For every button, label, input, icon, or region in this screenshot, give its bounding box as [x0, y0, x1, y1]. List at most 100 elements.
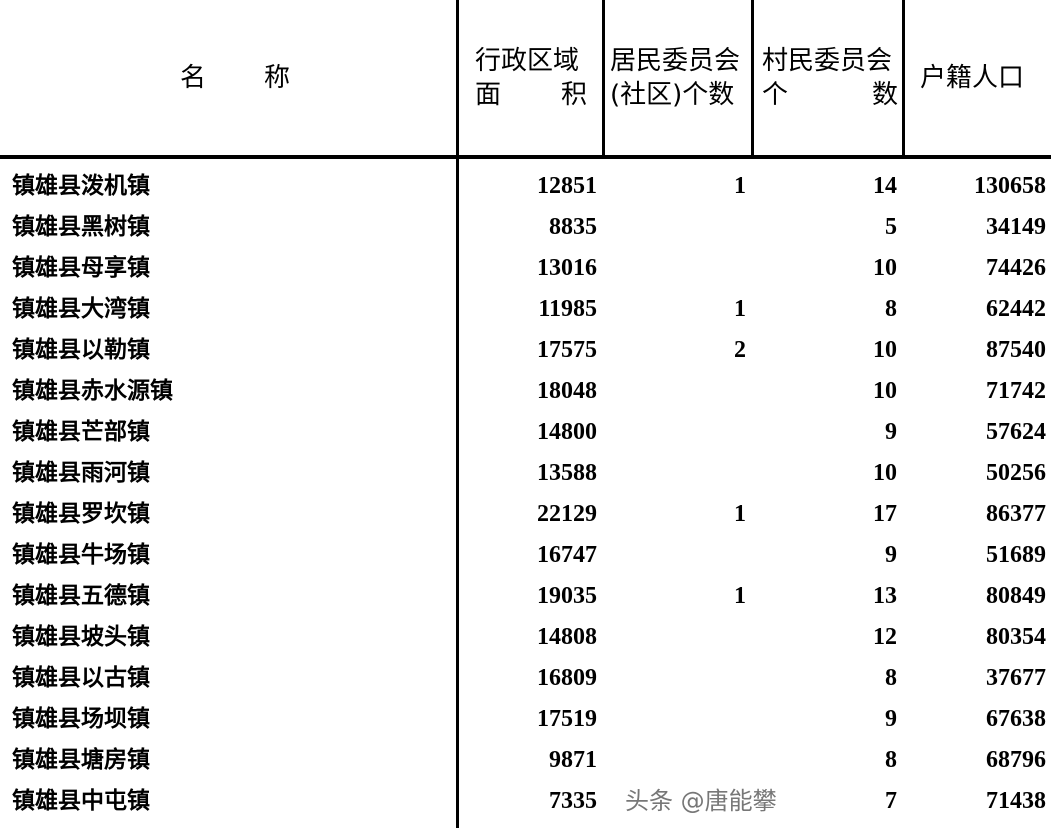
villages-cell: 17: [873, 501, 897, 527]
population-cell: 34149: [986, 214, 1046, 240]
area-cell: 13588: [537, 460, 597, 486]
table-row: 镇雄县赤水源镇 18048 10 71742: [0, 371, 1051, 412]
area-cell: 16809: [537, 665, 597, 691]
name: 镇雄县大湾镇: [12, 296, 150, 322]
header-residents: 居民委员会 (社区)个数: [610, 0, 750, 155]
divider: [751, 0, 754, 157]
table-row: 镇雄县罗坎镇 22129 1 17 86377: [0, 494, 1051, 535]
table-row: 镇雄县五德镇 19035 1 13 80849: [0, 576, 1051, 617]
villages-cell: 10: [873, 255, 897, 281]
table-row: 镇雄县坡头镇 14808 12 80354: [0, 617, 1051, 658]
population-cell: 62442: [986, 296, 1046, 322]
population-cell: 51689: [986, 542, 1046, 568]
name: 镇雄县五德镇: [12, 583, 150, 609]
table-row: 镇雄县牛场镇 16747 9 51689: [0, 535, 1051, 576]
area-cell: 17519: [537, 706, 597, 732]
population-cell: 37677: [986, 665, 1046, 691]
area-cell: 22129: [537, 501, 597, 527]
table-row: 镇雄县以古镇 16809 8 37677: [0, 658, 1051, 699]
header-text: 积: [560, 79, 587, 110]
population-cell: 74426: [986, 255, 1046, 281]
population-cell: 87540: [986, 337, 1046, 363]
population-cell: 80354: [986, 624, 1046, 650]
area-cell: 19035: [537, 583, 597, 609]
name: 镇雄县黑树镇: [12, 214, 150, 240]
area-cell: 14808: [537, 624, 597, 650]
residents-cell: 1: [734, 583, 746, 609]
header-rule: [0, 155, 1051, 159]
population-cell: 130658: [974, 173, 1046, 199]
header-text: 名: [180, 62, 207, 93]
header-text: 称: [263, 62, 290, 93]
name: 镇雄县赤水源镇: [12, 378, 173, 404]
name: 镇雄县雨河镇: [12, 460, 150, 486]
table-row: 镇雄县中屯镇 7335 7 71438: [0, 781, 1051, 822]
name: 镇雄县泼机镇: [12, 173, 150, 199]
header-text: 户籍人口: [920, 62, 1025, 93]
villages-cell: 9: [885, 542, 897, 568]
residents-cell: 2: [734, 337, 746, 363]
population-cell: 50256: [986, 460, 1046, 486]
name: 镇雄县以古镇: [12, 665, 150, 691]
villages-cell: 8: [885, 296, 897, 322]
divider: [902, 0, 905, 157]
area-cell: 8835: [549, 214, 597, 240]
villages-cell: 13: [873, 583, 897, 609]
header-area: 行政区域 面 积: [475, 0, 587, 155]
area-cell: 13016: [537, 255, 597, 281]
divider: [456, 0, 459, 828]
name: 镇雄县场坝镇: [12, 706, 150, 732]
area-cell: 18048: [537, 378, 597, 404]
header-text: 村民委员会: [762, 45, 893, 76]
table-row: 镇雄县以勒镇 17575 2 10 87540: [0, 330, 1051, 371]
area-cell: 16747: [537, 542, 597, 568]
divider: [602, 0, 605, 157]
area-cell: 11985: [538, 296, 597, 322]
villages-cell: 10: [873, 378, 897, 404]
header-population: 户籍人口: [920, 0, 1040, 155]
residents-cell: 1: [734, 173, 746, 199]
name: 镇雄县牛场镇: [12, 542, 150, 568]
villages-cell: 7: [885, 788, 897, 814]
name: 镇雄县中屯镇: [12, 788, 150, 814]
area-cell: 17575: [537, 337, 597, 363]
table-row: 镇雄县雨河镇 13588 10 50256: [0, 453, 1051, 494]
table-row: 镇雄县黑树镇 8835 5 34149: [0, 207, 1051, 248]
table-row: 镇雄县泼机镇 12851 1 14 130658: [0, 166, 1051, 207]
header-text: 数: [871, 79, 898, 110]
villages-cell: 5: [885, 214, 897, 240]
name: 镇雄县坡头镇: [12, 624, 150, 650]
name: 镇雄县以勒镇: [12, 337, 150, 363]
villages-cell: 14: [873, 173, 897, 199]
population-cell: 57624: [986, 419, 1046, 445]
population-cell: 86377: [986, 501, 1046, 527]
header-name: 名称: [180, 0, 290, 155]
villages-cell: 12: [873, 624, 897, 650]
table-row: 镇雄县母享镇 13016 10 74426: [0, 248, 1051, 289]
table-row: 镇雄县场坝镇 17519 9 67638: [0, 699, 1051, 740]
header-villages: 村民委员会 个 数: [762, 0, 898, 155]
population-cell: 68796: [986, 747, 1046, 773]
area-cell: 7335: [549, 788, 597, 814]
table-row: 镇雄县大湾镇 11985 1 8 62442: [0, 289, 1051, 330]
table-row: 镇雄县塘房镇 9871 8 68796: [0, 740, 1051, 781]
area-cell: 9871: [549, 747, 597, 773]
table-row: 镇雄县芒部镇 14800 9 57624: [0, 412, 1051, 453]
population-cell: 71742: [986, 378, 1046, 404]
name: 镇雄县塘房镇: [12, 747, 150, 773]
area-cell: 14800: [537, 419, 597, 445]
header-text: 行政区域: [475, 45, 580, 76]
villages-cell: 10: [873, 460, 897, 486]
header-text: 居民委员会: [610, 45, 741, 76]
header-text: (社区)个数: [610, 79, 735, 110]
header-text: 面: [475, 79, 502, 110]
villages-cell: 10: [873, 337, 897, 363]
population-cell: 67638: [986, 706, 1046, 732]
name: 镇雄县芒部镇: [12, 419, 150, 445]
area-cell: 12851: [537, 173, 597, 199]
villages-cell: 8: [885, 747, 897, 773]
residents-cell: 1: [734, 501, 746, 527]
villages-cell: 9: [885, 419, 897, 445]
watermark: 头条 @唐能攀: [625, 787, 777, 815]
population-cell: 71438: [986, 788, 1046, 814]
